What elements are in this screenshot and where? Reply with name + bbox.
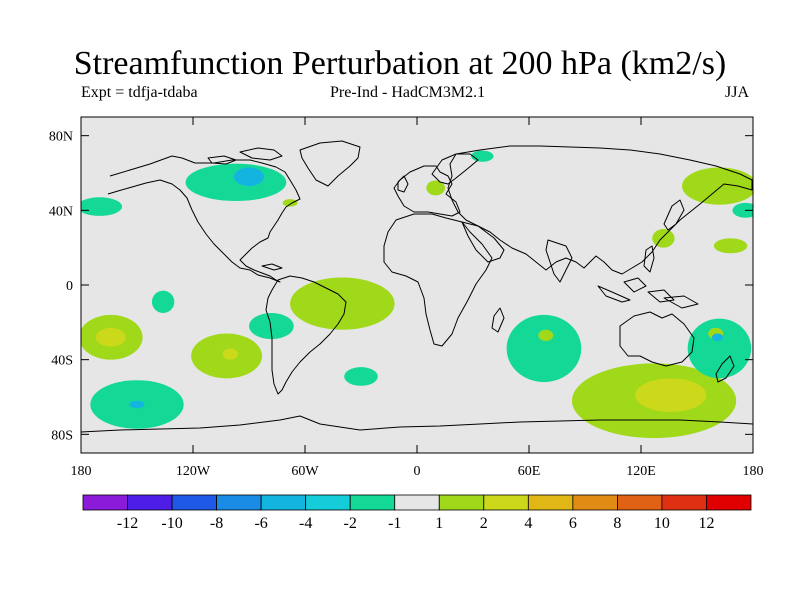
colorbar-swatch-13 (661, 494, 707, 511)
colorbar-swatch-7 (394, 494, 440, 511)
experiment-label: Expt = tdfja-tdaba (81, 84, 198, 101)
anomaly-region-7 (95, 327, 126, 347)
colorbar-swatch-10 (527, 494, 574, 511)
colorbar-swatch-6 (349, 494, 396, 511)
colorbar-label-5: -2 (344, 515, 357, 532)
anomaly-region-20 (687, 318, 752, 379)
chart-title: Streamfunction Perturbation at 200 hPa (… (73, 45, 727, 82)
anomaly-region-0 (81, 197, 123, 216)
colorbar: -12 -10 -8 -6 -4 -2 -1 1 2 4 6 8 10 12 (82, 494, 752, 532)
anomaly-region-11 (344, 367, 378, 386)
colorbar-swatch-8 (438, 494, 485, 511)
lon-tick-label-5: 120E (626, 464, 656, 479)
lon-tick-label-0: 180 (71, 464, 92, 479)
anomaly-region-1 (185, 163, 287, 201)
lat-tick-label-1: 40N (49, 204, 73, 219)
colorbar-swatch-12 (617, 494, 663, 511)
colorbar-swatch-5 (305, 494, 351, 511)
lon-tick-label-3: 0 (414, 464, 421, 479)
colorbar-swatch-14 (706, 494, 752, 511)
colorbar-label-3: -6 (254, 515, 267, 532)
colorbar-label-9: 4 (524, 515, 532, 532)
colorbar-swatch-1 (127, 494, 173, 511)
anomaly-region-10 (249, 313, 294, 340)
lon-tick-label-6: 180 (743, 464, 764, 479)
anomaly-region-26 (713, 238, 748, 254)
lat-tick-label-2: 0 (66, 279, 73, 294)
model-label: Pre-Ind - HadCM3M2.1 (330, 84, 486, 101)
colorbar-label-1: -10 (161, 515, 182, 532)
anomaly-region-9 (222, 348, 238, 360)
coastlines (81, 140, 753, 433)
colorbar-swatch-4 (260, 494, 307, 511)
axis-ticks: 80N 40N 0 40S 80S 180 120W 60W 0 60E 120E 180 (49, 117, 764, 479)
lat-tick-label-0: 80N (49, 130, 73, 145)
colorbar-label-0: -12 (117, 515, 138, 532)
lon-tick-label-2: 60W (291, 464, 319, 479)
anomaly-region-15 (471, 150, 494, 162)
anomaly-region-2 (234, 167, 264, 187)
anomaly-region-17 (538, 329, 554, 341)
anomaly-region-4 (290, 277, 395, 330)
lon-tick-label-1: 120W (176, 464, 211, 479)
anomaly-region-16 (506, 314, 582, 383)
colorbar-label-2: -8 (210, 515, 223, 532)
colorbar-swatch-3 (216, 494, 262, 511)
lon-tick-label-4: 60E (518, 464, 541, 479)
anomaly-region-13 (129, 400, 145, 409)
colorbar-swatch-9 (483, 494, 529, 511)
colorbar-label-13: 12 (698, 515, 714, 532)
anomaly-region-14 (426, 180, 445, 196)
colorbar-label-12: 10 (654, 515, 670, 532)
anomaly-region-23 (682, 167, 753, 205)
colorbar-label-6: -1 (388, 515, 401, 532)
anomaly-region-5 (151, 290, 175, 313)
lat-tick-label-3: 40S (51, 354, 73, 369)
colorbar-swatch-11 (572, 494, 618, 511)
anomaly-region-3 (282, 199, 298, 207)
season-label: JJA (725, 84, 750, 101)
anomaly-layer (81, 150, 753, 439)
anomaly-region-25 (652, 229, 675, 248)
colorbar-label-7: 1 (435, 515, 443, 532)
anomaly-region-22 (711, 333, 724, 341)
colorbar-label-10: 6 (569, 515, 577, 532)
lat-tick-label-4: 80S (51, 428, 73, 443)
colorbar-swatch-2 (171, 494, 217, 511)
colorbar-swatch-0 (82, 494, 128, 511)
anomaly-region-19 (635, 378, 707, 412)
colorbar-label-4: -4 (299, 515, 312, 532)
colorbar-label-11: 8 (613, 515, 621, 532)
colorbar-label-8: 2 (480, 515, 488, 532)
anomaly-region-24 (732, 202, 753, 218)
